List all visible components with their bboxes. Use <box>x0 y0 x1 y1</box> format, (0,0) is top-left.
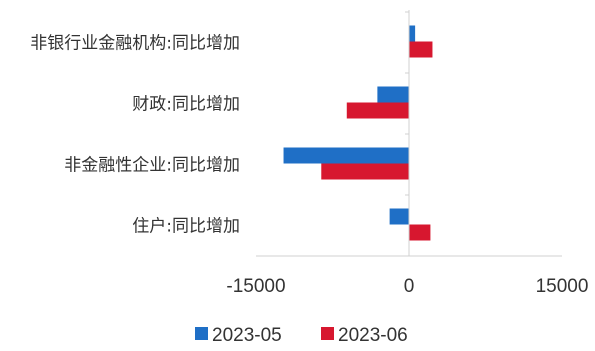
legend-label: 2023-05 <box>212 325 282 346</box>
bar-2023-06-0 <box>409 41 433 58</box>
bar-2023-06-2 <box>321 163 409 180</box>
category-label: 非金融性企业:同比增加 <box>64 156 240 176</box>
bar-2023-05-1 <box>377 86 409 103</box>
legend: 2023-05 2023-06 <box>195 325 408 346</box>
value-axis-ticks: -15000 0 15000 <box>226 276 588 297</box>
category-label: 住户:同比增加 <box>132 217 240 237</box>
value-tick-label: 0 <box>404 276 415 297</box>
legend-label: 2023-06 <box>338 325 408 346</box>
bar-2023-06-1 <box>346 102 409 119</box>
category-label: 财政:同比增加 <box>132 95 240 115</box>
value-tick-label: -15000 <box>226 276 285 297</box>
bars-group <box>283 11 433 257</box>
category-label: 非银行业金融机构:同比增加 <box>30 34 240 54</box>
legend-swatch <box>321 327 334 340</box>
bar-2023-05-0 <box>409 25 416 42</box>
legend-swatch <box>195 327 208 340</box>
bar-2023-05-3 <box>389 208 409 225</box>
bar-2023-05-2 <box>283 147 409 164</box>
bar-2023-06-3 <box>409 224 431 241</box>
value-tick-label: 15000 <box>536 276 589 297</box>
